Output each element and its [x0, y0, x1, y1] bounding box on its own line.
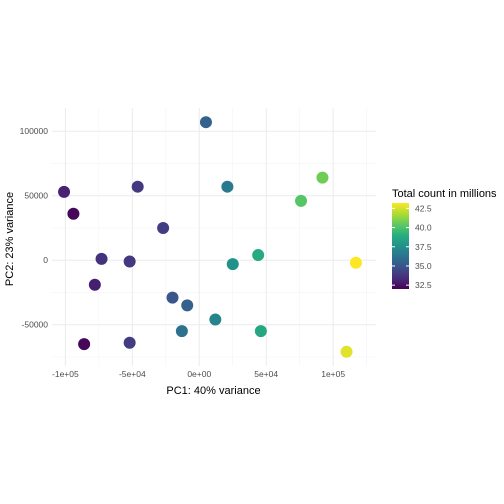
x-tick-label: -5e+04 — [119, 369, 146, 379]
y-axis-title: PC2: 23% variance — [4, 192, 16, 286]
data-point — [157, 221, 170, 234]
y-tick-label: -50000 — [22, 320, 49, 330]
data-point — [221, 180, 234, 193]
y-tick-label: 0 — [43, 255, 48, 265]
data-point — [88, 278, 101, 291]
data-point — [123, 255, 136, 268]
data-point — [123, 336, 136, 349]
x-axis-tick-labels: -1e+05 -5e+04 0e+00 5e+04 1e+05 — [52, 369, 345, 379]
data-point — [340, 345, 353, 358]
legend-tick-labels: 42.5 40.0 37.5 35.0 32.5 — [392, 203, 432, 290]
data-point — [295, 194, 308, 207]
legend-title: Total count in millions — [392, 188, 497, 200]
data-point — [175, 325, 188, 338]
x-tick-label: 5e+04 — [254, 369, 278, 379]
legend-tick-label: 35.0 — [415, 261, 432, 271]
data-point — [199, 116, 212, 129]
data-point — [78, 338, 91, 351]
x-axis-title: PC1: 40% variance — [166, 385, 260, 397]
minor-gridlines — [52, 108, 376, 366]
legend-colorbar — [392, 203, 409, 289]
y-tick-label: 50000 — [24, 191, 48, 201]
data-point — [166, 291, 179, 304]
x-tick-label: 1e+05 — [321, 369, 345, 379]
data-point — [252, 249, 265, 262]
data-point — [67, 207, 80, 220]
data-point — [181, 299, 194, 312]
data-point — [349, 256, 362, 269]
data-point — [209, 313, 222, 326]
legend-tick-label: 37.5 — [415, 242, 432, 252]
x-tick-label: 0e+00 — [187, 369, 211, 379]
data-point — [226, 258, 239, 271]
data-point — [58, 185, 71, 198]
data-point — [254, 325, 267, 338]
data-point — [316, 171, 329, 184]
x-tick-label: -1e+05 — [52, 369, 79, 379]
data-point — [131, 180, 144, 193]
legend-tick-label: 32.5 — [415, 280, 432, 290]
legend-tick-label: 40.0 — [415, 223, 432, 233]
y-tick-label: 100000 — [20, 126, 49, 136]
y-axis-tick-labels: 100000 50000 0 -50000 — [20, 126, 49, 330]
data-points — [58, 116, 362, 358]
data-point — [95, 252, 108, 265]
legend-tick-label: 42.5 — [415, 203, 432, 213]
legend: Total count in millions 42.5 40.0 37.5 35.0… — [392, 188, 497, 290]
